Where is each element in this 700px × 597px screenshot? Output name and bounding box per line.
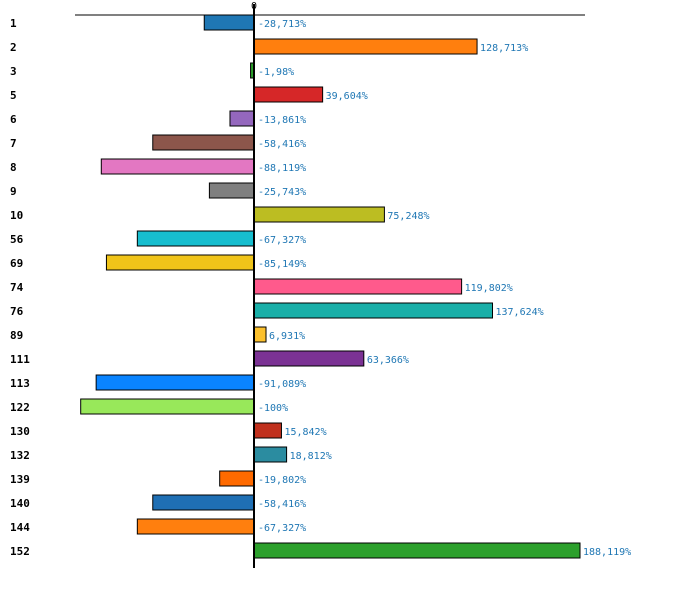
bar-5 [253, 86, 324, 103]
category-label: 140 [10, 497, 30, 510]
bar-140 [152, 494, 255, 511]
bar-113 [95, 374, 255, 391]
bar-69 [105, 254, 255, 271]
category-label: 122 [10, 401, 30, 414]
category-label: 111 [10, 353, 30, 366]
value-label: -13,861% [258, 115, 306, 126]
value-label: 18,812% [290, 451, 332, 462]
value-label: -91,089% [258, 379, 306, 390]
bar-9 [208, 182, 255, 199]
category-label: 9 [10, 185, 17, 198]
bar-144 [136, 518, 255, 535]
category-label: 56 [10, 233, 24, 246]
bar-89 [253, 326, 267, 343]
value-label: 15,842% [284, 427, 326, 438]
category-label: 10 [10, 209, 23, 222]
value-label: -67,327% [258, 523, 306, 534]
value-label: -58,416% [258, 499, 306, 510]
value-label: -19,802% [258, 475, 306, 486]
value-label: 39,604% [326, 91, 368, 102]
bar-74 [253, 278, 463, 295]
category-label: 74 [10, 281, 24, 294]
category-label: 2 [10, 41, 17, 54]
category-label: 3 [10, 65, 17, 78]
value-label: -58,416% [258, 139, 306, 150]
category-label: 76 [10, 305, 24, 318]
bar-139 [219, 470, 255, 487]
bar-8 [100, 158, 255, 175]
category-label: 132 [10, 449, 30, 462]
category-label: 152 [10, 545, 30, 558]
category-label: 144 [10, 521, 30, 534]
value-label: -85,149% [258, 259, 306, 270]
bar-6 [229, 110, 255, 127]
value-label: 128,713% [480, 43, 528, 54]
bar-10 [253, 206, 385, 223]
category-label: 5 [10, 89, 17, 102]
value-label: 6,931% [269, 331, 305, 342]
value-label: 188,119% [583, 547, 631, 558]
value-label: -28,713% [258, 19, 306, 30]
bar-152 [253, 542, 581, 559]
bar-111 [253, 350, 365, 367]
value-label: 63,366% [367, 355, 409, 366]
category-label: 89 [10, 329, 23, 342]
category-label: 113 [10, 377, 30, 390]
bar-130 [253, 422, 282, 439]
value-label: 75,248% [387, 211, 429, 222]
value-label: -1,98% [258, 67, 294, 78]
category-label: 6 [10, 113, 17, 126]
value-label: -25,743% [258, 187, 306, 198]
category-label: 139 [10, 473, 30, 486]
bar-76 [253, 302, 494, 319]
bar-1 [203, 14, 255, 31]
value-label: 119,802% [465, 283, 513, 294]
value-label: -100% [258, 403, 288, 414]
category-label: 1 [10, 17, 17, 30]
bar-122 [80, 398, 255, 415]
category-label: 7 [10, 137, 17, 150]
category-label: 8 [10, 161, 17, 174]
bar-7 [152, 134, 255, 151]
value-label: 137,624% [496, 307, 544, 318]
bar-2 [253, 38, 478, 55]
value-label: -88,119% [258, 163, 306, 174]
bar-132 [253, 446, 288, 463]
bar-56 [136, 230, 255, 247]
category-label: 69 [10, 257, 23, 270]
category-label: 130 [10, 425, 30, 438]
value-label: -67,327% [258, 235, 306, 246]
